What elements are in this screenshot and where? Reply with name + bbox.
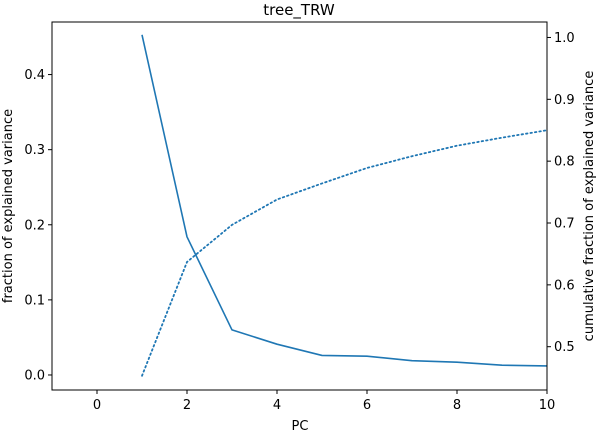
x-tick-label: 0 (93, 398, 101, 413)
y2-tick-label: 1.0 (554, 31, 575, 46)
y-axis-title: fraction of explained variance (1, 109, 16, 303)
y-tick-label: 0.3 (24, 143, 45, 158)
series-layer (141, 34, 548, 377)
y2-axis-ticks: 0.5 0.6 0.7 0.8 0.9 1.0 (547, 31, 575, 355)
y-tick-label: 0.2 (24, 218, 45, 233)
chart-title: tree_TRW (263, 1, 335, 20)
x-tick-label: 10 (539, 398, 556, 413)
y2-tick-label: 0.7 (554, 217, 575, 232)
x-axis-ticks: 0 2 4 6 8 10 (93, 390, 555, 413)
cumulative-variance-line (141, 129, 548, 377)
x-axis-title: PC (292, 419, 309, 433)
x-tick-label: 4 (273, 398, 281, 413)
plot-frame (51, 21, 548, 391)
y-tick-label: 0.4 (24, 68, 45, 83)
y2-axis-title: cumulative fraction of explained varianc… (582, 71, 597, 342)
y2-tick-label: 0.8 (554, 155, 575, 170)
x-tick-label: 8 (453, 398, 461, 413)
x-tick-label: 6 (363, 398, 371, 413)
x-tick-label: 2 (183, 398, 191, 413)
y2-tick-label: 0.9 (554, 93, 575, 108)
y2-tick-label: 0.5 (554, 340, 575, 355)
y-axis-ticks: 0.0 0.1 0.2 0.3 0.4 (24, 68, 52, 383)
y-tick-label: 0.0 (24, 368, 45, 383)
y-tick-label: 0.1 (24, 293, 45, 308)
y2-tick-label: 0.6 (554, 278, 575, 293)
explained-variance-line (141, 34, 548, 367)
